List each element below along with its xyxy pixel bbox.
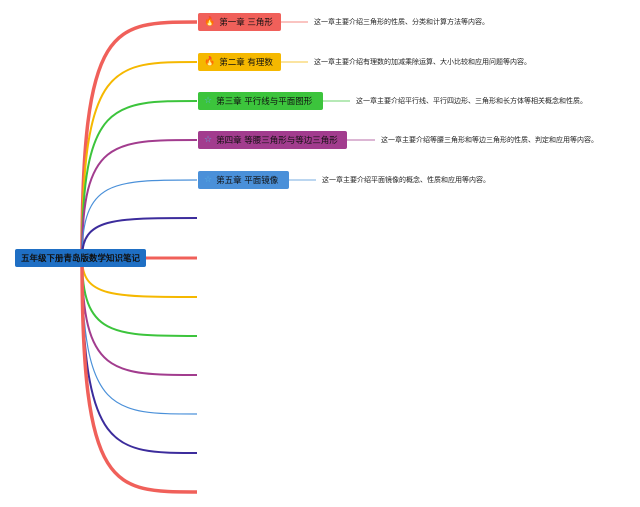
- root-node[interactable]: 五年级下册青岛版数学知识笔记: [15, 249, 146, 267]
- flame-icon: 🔥: [204, 17, 216, 27]
- star-icon: ☆: [204, 135, 213, 145]
- branch-line: [81, 257, 198, 454]
- star-icon: ☆: [204, 175, 213, 185]
- chapter-description[interactable]: 这一章主要介绍有理数的加减乘除运算、大小比较和应用问题等内容。: [314, 58, 531, 66]
- chapter-node-1[interactable]: 🔥 第一章 三角形: [198, 13, 281, 31]
- branch-line: [81, 61, 198, 259]
- branch-line: [81, 179, 198, 259]
- chapter-node-4[interactable]: ☆ 第四章 等腰三角形与等边三角形: [198, 131, 347, 149]
- branch-line: [81, 257, 198, 376]
- root-label: 五年级下册青岛版数学知识笔记: [20, 254, 140, 264]
- chapter-node-3[interactable]: ☆ 第三章 平行线与平面图形: [198, 92, 323, 110]
- chapter-node-5[interactable]: ☆ 第五章 平面镜像: [198, 171, 289, 189]
- chapter-description[interactable]: 这一章主要介绍平行线、平行四边形、三角形和长方体等相关概念和性质。: [356, 97, 587, 105]
- chapter-label: 第二章 有理数: [219, 58, 273, 68]
- chapter-label: 第三章 平行线与平面图形: [216, 97, 313, 107]
- branch-line: [81, 217, 198, 259]
- chapter-label: 第四章 等腰三角形与等边三角形: [216, 136, 338, 146]
- star-icon: ☆: [204, 96, 213, 106]
- chapter-label: 第一章 三角形: [219, 18, 273, 28]
- chapter-node-2[interactable]: 🔥 第二章 有理数: [198, 53, 281, 71]
- flame-icon: 🔥: [204, 57, 216, 67]
- branch-line: [81, 100, 198, 259]
- branch-line: [81, 139, 198, 259]
- branch-line: [80, 257, 198, 494]
- chapter-description[interactable]: 这一章主要介绍三角形的性质、分类和计算方法等内容。: [314, 18, 489, 26]
- chapter-label: 第五章 平面镜像: [216, 176, 279, 186]
- chapter-description[interactable]: 这一章主要介绍等腰三角形和等边三角形的性质、判定和应用等内容。: [381, 136, 598, 144]
- chapter-description[interactable]: 这一章主要介绍平面镜像的概念、性质和应用等内容。: [322, 176, 490, 184]
